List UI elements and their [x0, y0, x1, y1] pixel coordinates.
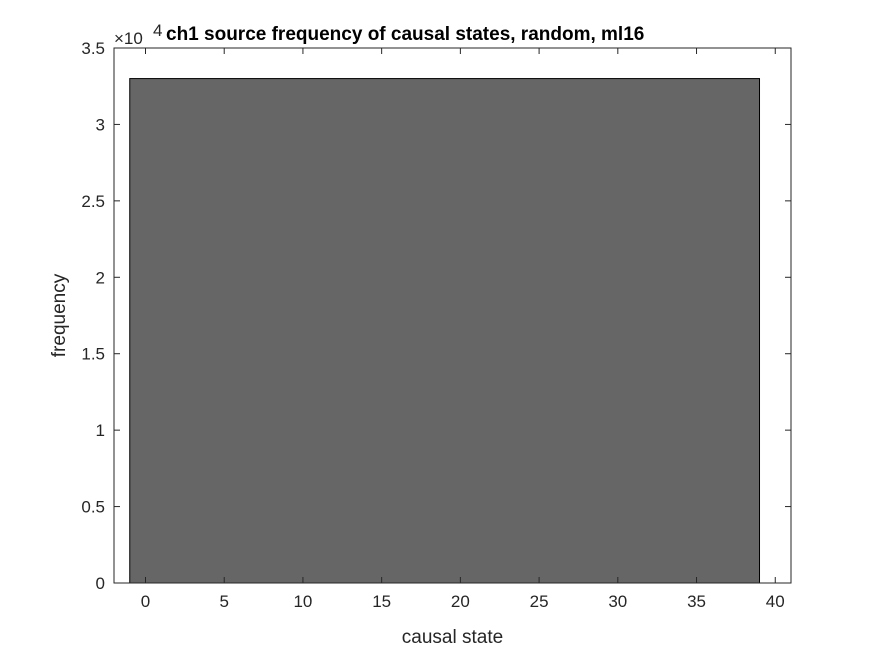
y-tick-label: 3: [96, 115, 105, 134]
axes-box: [113, 47, 792, 584]
y-tick-label: 2: [96, 268, 105, 287]
x-tick-label: 15: [372, 592, 391, 611]
y-tick-label: 0: [96, 574, 105, 593]
x-tick-label: 10: [293, 592, 312, 611]
x-tick-label: 40: [766, 592, 785, 611]
bars-layer: [129, 78, 761, 584]
x-tick-label: 25: [530, 592, 549, 611]
y-exponent-base: ×10: [114, 29, 143, 48]
y-exponent-power: 4: [153, 21, 162, 40]
x-tick-label: 5: [219, 592, 228, 611]
chart-title: ch1 source frequency of causal states, r…: [166, 24, 644, 45]
x-axis-label: causal state: [402, 627, 503, 648]
x-tick-label: 0: [141, 592, 150, 611]
y-tick-label: 2.5: [81, 192, 105, 211]
y-tick-label: 0.5: [81, 498, 105, 517]
tick-labels-layer: 0 5 10 15 20 25 30 35 40 0 0.5 1 1.5 2 2.5 3 3.5: [81, 39, 784, 611]
y-tick-label: 3.5: [81, 39, 105, 58]
ticks-layer: [114, 47, 791, 584]
bar: [129, 78, 761, 584]
y-tick-label: 1.5: [81, 345, 105, 364]
y-axis-label: frequency: [49, 273, 70, 357]
x-tick-label: 20: [451, 592, 470, 611]
y-tick-label: 1: [96, 421, 105, 440]
x-tick-label: 35: [687, 592, 706, 611]
x-tick-label: 30: [608, 592, 627, 611]
